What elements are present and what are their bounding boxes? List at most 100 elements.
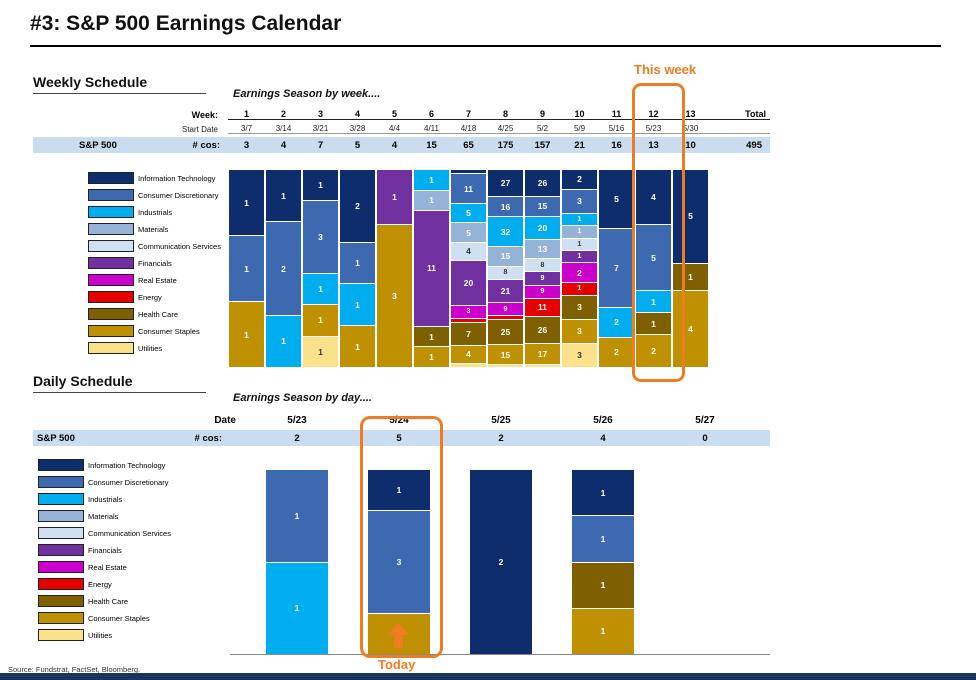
start-date-cell: 5/2	[536, 124, 549, 133]
weekly-segment-health-care: 26	[525, 316, 560, 344]
week-number-cell: 6	[428, 109, 434, 119]
weekly-segment-consumer-staples: 1	[229, 302, 264, 367]
daily-chart-baseline	[230, 654, 770, 655]
weekly-company-counts: 3 4 7 5 4 15 65 175 157 21 16 13 10	[228, 140, 709, 151]
start-date-cell: 5/16	[608, 124, 625, 133]
weekly-segment-health-care: 1	[636, 313, 671, 335]
legend-label: Communication Services	[138, 241, 221, 251]
legend-label: Real Estate	[138, 275, 177, 285]
weekly-chart-title: Earnings Season by week....	[233, 88, 381, 100]
weekly-segment-energy	[451, 318, 486, 324]
week-number-cell: 7	[465, 109, 471, 119]
daily-sp500-band: S&P 500 # cos: 2 5 2 4 0	[33, 430, 770, 446]
weekly-segment-consumer-staples: 17	[525, 343, 560, 366]
start-date-strip: 3/7 3/14 3/21 3/28 4/4 4/11 4/18 4/25 5/2 5/9 5/16…	[228, 124, 770, 134]
weekly-legend-item-utilities: Utilities	[88, 342, 221, 354]
weekly-segment-consumer-discretionary: 15	[525, 196, 560, 218]
weekly-segment-health-care: 1	[673, 263, 708, 291]
weekly-segment-information-technology: 26	[525, 170, 560, 197]
week-number-cell: 8	[502, 109, 508, 119]
daily-segment-information-technology: 1	[368, 470, 430, 512]
weekly-bar-8: 27 16 32 15 8 21 9 25 15	[488, 170, 523, 368]
weekly-segment-industrials: 20	[525, 217, 560, 241]
weekly-segment-industrials: 1	[636, 291, 671, 313]
legend-label: Health Care	[138, 309, 179, 319]
legend-label: Industrials	[138, 207, 173, 217]
weekly-count-cell: 65	[463, 139, 474, 151]
health-care-swatch	[88, 308, 134, 320]
start-date-cell: 4/18	[460, 124, 477, 133]
communication-services-swatch	[38, 527, 84, 539]
legend-label: Industrials	[88, 494, 123, 504]
consumer-discretionary-swatch	[38, 476, 84, 488]
daily-count-cell: 0	[702, 432, 708, 444]
weekly-legend-item-energy: Energy	[88, 291, 221, 303]
weekly-sp500-label: S&P 500	[79, 139, 117, 151]
weekly-segment-industrials: 2	[599, 307, 634, 338]
weekly-segment-industrials: 5	[451, 204, 486, 224]
weekly-segment-consumer-staples: 4	[673, 291, 708, 367]
daily-count-cell: 4	[600, 432, 606, 444]
week-number-cell: 5	[391, 109, 397, 119]
weekly-segment-utilities	[451, 363, 486, 368]
weekly-segment-real-estate: 9	[488, 302, 523, 317]
this-week-label: This week	[634, 62, 697, 77]
footer-bar	[0, 673, 976, 680]
weekly-segment-utilities	[488, 365, 523, 368]
legend-label: Financials	[138, 258, 172, 268]
weekly-segment-financials: 11	[414, 211, 449, 327]
daily-segment-consumer-discretionary: 1	[572, 516, 634, 563]
week-number-strip: 1 2 3 4 5 6 7 8 9 10 11 12 13 Total	[228, 109, 770, 120]
weekly-segment-consumer-discretionary: 7	[599, 229, 634, 308]
start-date-cell: 5/23	[645, 124, 662, 133]
weekly-count-cell: 7	[317, 139, 324, 151]
weekly-segment-health-care: 1	[414, 326, 449, 348]
consumer-staples-swatch	[88, 325, 134, 337]
daily-sp500-label: S&P 500	[37, 432, 75, 444]
industrials-swatch	[88, 206, 134, 218]
page-title: #3: S&P 500 Earnings Calendar	[30, 12, 342, 35]
weekly-segment-consumer-staples: 3	[562, 319, 597, 344]
legend-label: Consumer Discretionary	[88, 477, 169, 487]
weekly-segment-materials: 15	[488, 247, 523, 267]
weekly-count-cell: 5	[354, 139, 361, 151]
legend-label: Materials	[88, 511, 119, 521]
weekly-segment-consumer-staples: 2	[599, 337, 634, 367]
weekly-segment-utilities: 1	[303, 336, 338, 367]
weekly-segment-real-estate: 9	[525, 285, 560, 300]
legend-label: Utilities	[138, 343, 163, 353]
daily-segment-consumer-staples: 1	[572, 608, 634, 654]
week-number-cell: 3	[317, 109, 323, 119]
weekly-cos-label: # cos:	[192, 139, 220, 151]
weekly-count-cell: 4	[391, 139, 398, 151]
weekly-segment-industrials: 1	[303, 273, 338, 306]
week-number-cell: 10	[574, 109, 585, 119]
daily-count-cell: 5	[396, 432, 402, 444]
weekly-segment-consumer-discretionary: 2	[266, 222, 301, 316]
information-technology-swatch	[88, 172, 134, 184]
week-number-cell: 2	[280, 109, 286, 119]
start-date-cell: 5/9	[573, 124, 586, 133]
information-technology-swatch	[38, 459, 84, 471]
weekly-count-cell: 10	[685, 139, 696, 151]
daily-count-cell: 2	[294, 432, 300, 444]
week-number-cell: 9	[539, 109, 545, 119]
daily-bar-5-25: 2	[470, 470, 532, 654]
weekly-segment-industrials: 1	[414, 170, 449, 191]
legend-label: Utilities	[88, 630, 113, 640]
weekly-segment-utilities	[525, 365, 560, 368]
weekly-count-cell: 15	[426, 139, 437, 151]
daily-segment-industrials: 1	[266, 562, 328, 654]
daily-segment-health-care: 1	[572, 562, 634, 609]
daily-sector-legend: Information Technology Consumer Discretio…	[38, 459, 171, 641]
energy-swatch	[88, 291, 134, 303]
weekly-segment-materials: 5	[451, 223, 486, 243]
